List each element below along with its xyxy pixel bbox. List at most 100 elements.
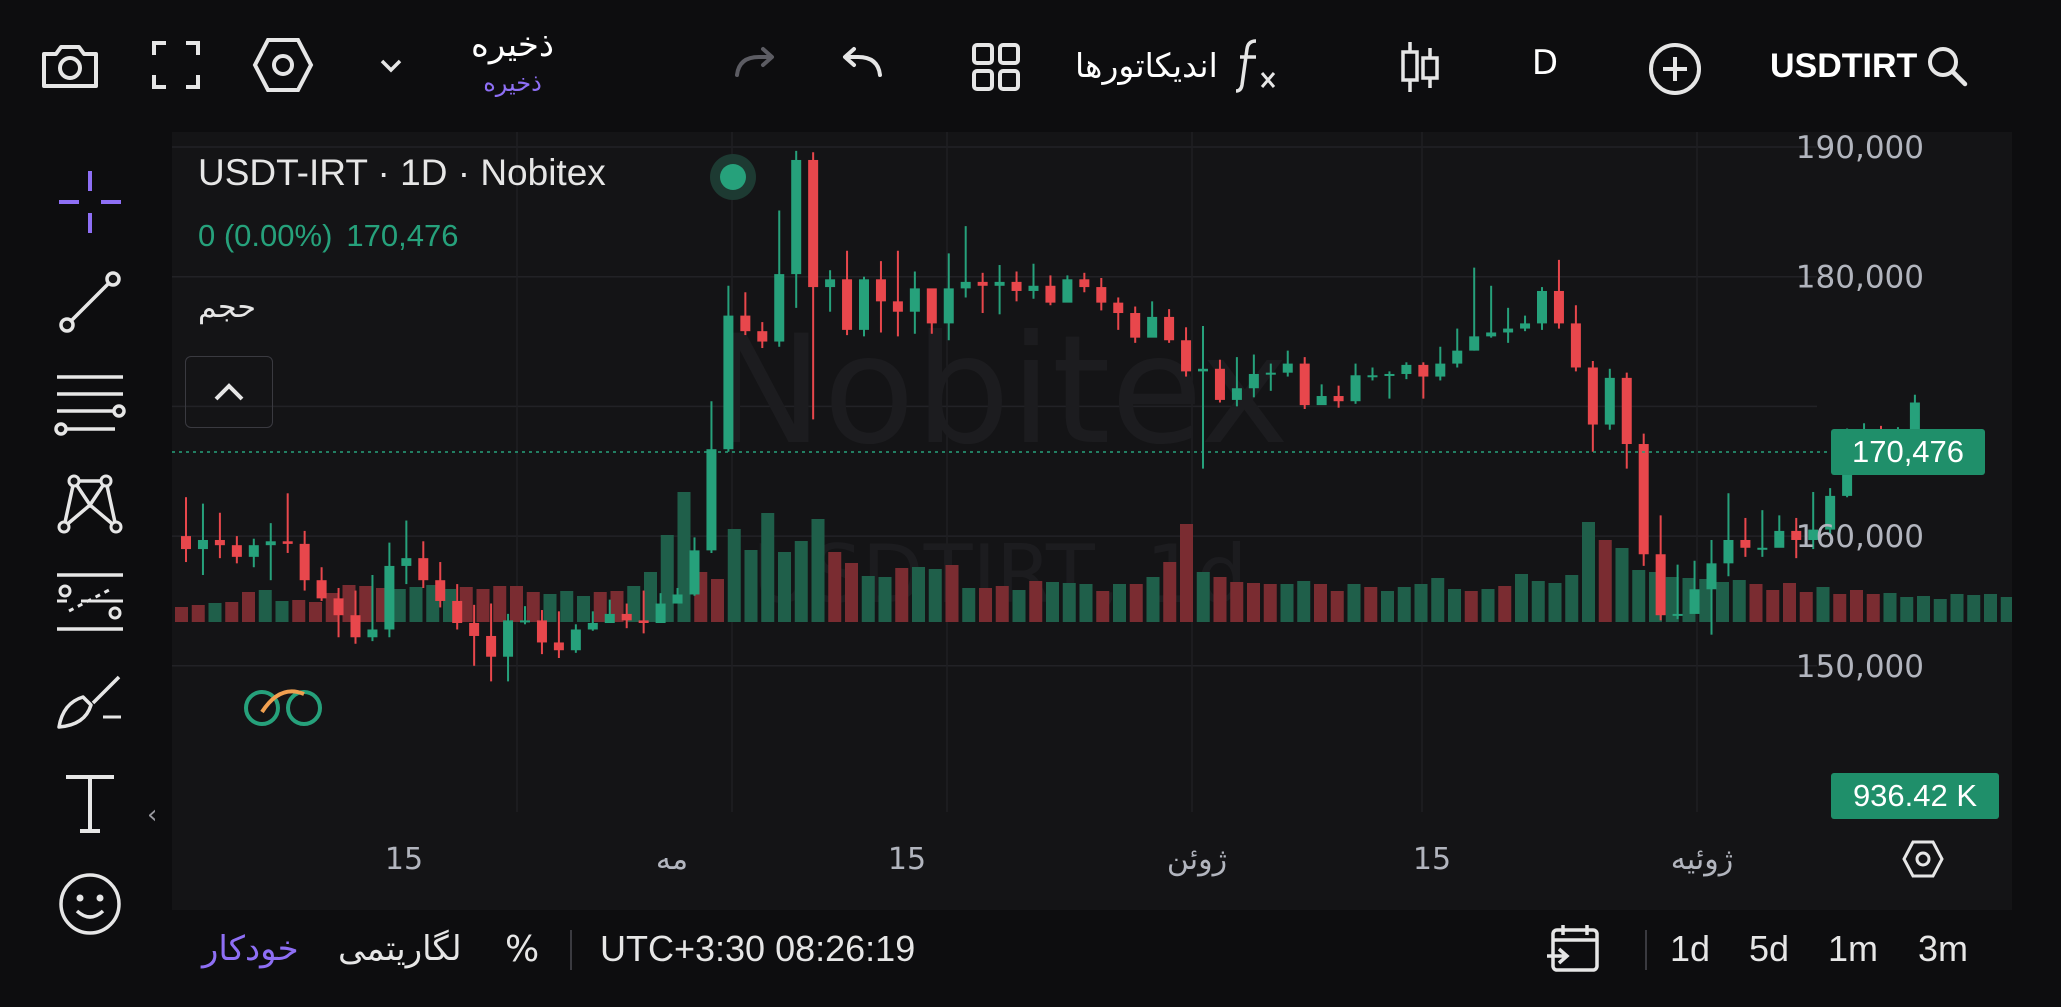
screenshot-button[interactable] <box>30 30 110 100</box>
layout-button[interactable] <box>964 35 1028 99</box>
candle <box>1096 277 1107 311</box>
save-button[interactable]: ذخیره ذخیره <box>450 22 575 112</box>
volume-bar <box>861 576 875 622</box>
legend-values: 0 (0.00%) 170,476 <box>198 218 458 254</box>
candle <box>1062 275 1073 303</box>
price-axis: 190,000 180,000 160,000 150,000 <box>1796 132 1924 685</box>
candle <box>1011 271 1022 302</box>
range-3m[interactable]: 3m <box>1918 928 1969 969</box>
volume-bar <box>1498 586 1512 622</box>
volume-bar <box>342 585 356 622</box>
candle <box>452 584 463 630</box>
price-chart[interactable]: Nobitex USDTIRT, 1d 190,000180,000160,00… <box>172 132 2012 910</box>
candle <box>1265 363 1276 391</box>
pattern-tool[interactable] <box>50 462 130 542</box>
range-1m[interactable]: 1m <box>1828 928 1879 969</box>
auto-scale-toggle[interactable]: خودکار <box>202 929 299 969</box>
save-menu-dropdown[interactable] <box>366 45 416 85</box>
candle <box>1350 363 1361 404</box>
candle <box>1689 560 1700 614</box>
symbol-search-button[interactable]: USDTIRT <box>1770 38 1990 94</box>
volume-bar <box>510 586 523 622</box>
volume-bar <box>1866 594 1880 622</box>
indicators-label: اندیکاتورها <box>1075 45 1218 85</box>
chart-panel[interactable]: Nobitex USDTIRT, 1d 190,000 180,000 160,00… <box>147 132 2012 910</box>
volume-bar <box>1950 594 1964 622</box>
redo-button[interactable] <box>725 35 785 95</box>
volume-bar <box>258 590 272 622</box>
price-tick-label: 190,000 <box>1796 132 1924 166</box>
legend-status-dot <box>710 154 756 200</box>
volume-bar <box>191 605 205 622</box>
volume-bar <box>928 569 942 622</box>
volume-bar <box>1632 570 1646 622</box>
candle <box>1028 263 1039 299</box>
smiley-icon <box>59 873 121 935</box>
volume-bar <box>1481 589 1495 622</box>
crosshair-icon <box>59 171 121 233</box>
time-axis: 15 مه 15 ژوئن 15 ژوئیه <box>385 842 1733 877</box>
candle <box>1147 301 1158 338</box>
volume-bar <box>627 586 641 622</box>
chart-type-button[interactable] <box>1390 32 1450 102</box>
volume-bar <box>1029 581 1043 622</box>
candle <box>1435 346 1446 381</box>
volume-bar <box>1732 580 1746 622</box>
brush-tool[interactable] <box>50 662 130 742</box>
symbol-name: USDTIRT <box>1770 46 1918 85</box>
volume-bar <box>1984 594 1997 622</box>
volume-bar <box>1230 582 1244 622</box>
forecast-tool[interactable] <box>50 562 130 642</box>
candle <box>418 541 429 588</box>
save-subtitle: ذخیره <box>483 69 542 97</box>
candle <box>1520 315 1531 332</box>
volume-bar <box>1113 584 1126 622</box>
volume-bar <box>1364 587 1378 622</box>
candle <box>1130 306 1141 343</box>
emoji-tool[interactable] <box>50 864 130 944</box>
candle <box>469 604 480 666</box>
volume-bar <box>845 563 858 622</box>
volume-bar <box>912 567 925 622</box>
volume-bar <box>1381 591 1394 622</box>
timezone-clock[interactable]: UTC+3:30 08:26:19 <box>600 928 916 969</box>
candle <box>1316 384 1327 406</box>
function-icon <box>1235 39 1275 93</box>
range-5d[interactable]: 5d <box>1749 928 1790 969</box>
candle <box>791 150 802 308</box>
undo-button[interactable] <box>832 35 892 95</box>
volume-bar <box>1833 594 1847 622</box>
volume-bar <box>493 586 507 622</box>
interval-button[interactable]: D <box>1531 43 1559 83</box>
volume-bar <box>1816 587 1830 622</box>
indicators-button[interactable]: اندیکاتورها <box>1075 32 1315 98</box>
range-1d[interactable]: 1d <box>1670 928 1711 969</box>
candle <box>723 285 734 452</box>
settings-icon <box>252 38 314 92</box>
volume-bar <box>1012 590 1026 622</box>
volume-bar <box>275 601 289 622</box>
candle <box>1740 517 1751 557</box>
scroll-left-arrow[interactable]: ‹ <box>147 800 158 830</box>
volume-legend-label: حجم <box>198 290 256 325</box>
calendar-goto-icon <box>1547 925 1599 972</box>
volume-bar <box>1247 583 1260 622</box>
log-scale-toggle[interactable]: لگاریتمی <box>338 929 462 969</box>
percent-scale-toggle[interactable]: % <box>505 928 540 970</box>
fullscreen-button[interactable] <box>136 30 216 100</box>
volume-bar <box>1414 584 1428 622</box>
candle <box>604 599 615 623</box>
axis-settings-button[interactable] <box>1898 834 1948 884</box>
search-icon <box>1928 47 1968 87</box>
trend-line-tool[interactable] <box>50 262 130 342</box>
fib-retracement-tool[interactable] <box>50 362 130 442</box>
go-to-date-button[interactable] <box>1545 924 1603 974</box>
volume-bar <box>895 568 909 622</box>
chart-settings-button[interactable] <box>243 28 323 102</box>
volume-bar <box>995 586 1009 622</box>
crosshair-tool[interactable] <box>50 162 130 242</box>
text-tool[interactable] <box>50 762 130 842</box>
collapse-legend-button[interactable] <box>185 356 273 428</box>
time-tick-label: 15 <box>1413 842 1451 877</box>
compare-add-button[interactable] <box>1640 36 1710 102</box>
